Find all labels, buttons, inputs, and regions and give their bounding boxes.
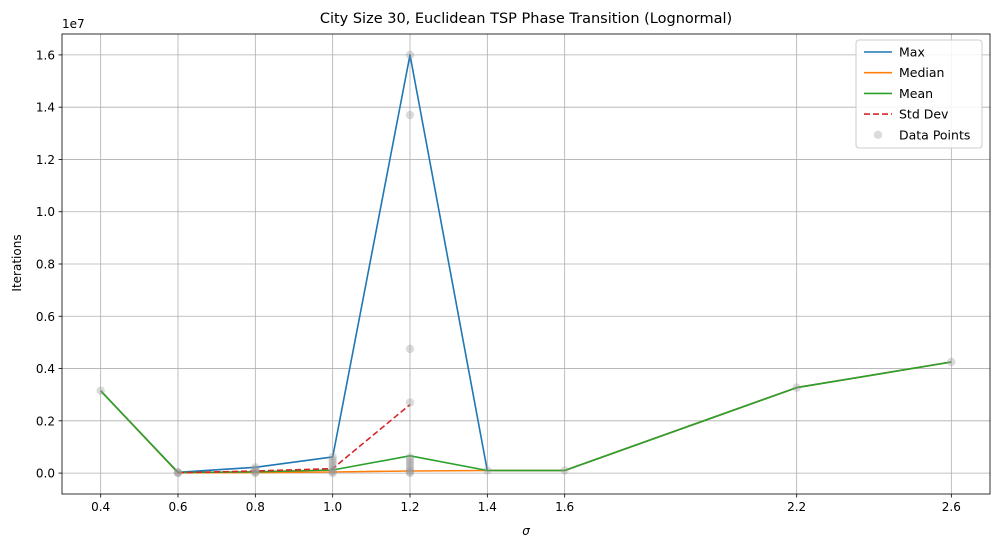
data-point (405, 50, 415, 60)
data-point (251, 466, 260, 476)
legend: Max Median Mean Std Dev Data Points (855, 39, 983, 149)
data-point (173, 468, 183, 477)
data-point (405, 463, 415, 473)
y-tick-label: 0.8 (36, 258, 55, 272)
legend-label: Mean (899, 86, 933, 101)
x-tick-label: 1.0 (323, 500, 342, 514)
x-tick-label: 0.8 (246, 500, 265, 514)
data-point (405, 344, 415, 354)
data-point (251, 468, 260, 477)
x-tick-label: 1.6 (555, 500, 574, 514)
legend-label: Data Points (899, 127, 970, 142)
y-tick-label: 0.0 (36, 467, 55, 481)
data-point (405, 110, 415, 120)
data-point (405, 466, 415, 475)
data-point (947, 357, 956, 367)
data-point (405, 455, 415, 465)
data-point (328, 466, 337, 475)
x-tick-label: 1.2 (400, 500, 419, 514)
grid (62, 34, 990, 494)
scatter-layer (96, 50, 956, 478)
data-point (173, 468, 183, 477)
legend-box (855, 39, 983, 149)
x-tick-label: 0.4 (91, 500, 110, 514)
x-tick-label: 0.6 (168, 500, 187, 514)
data-point (328, 458, 337, 467)
y-multiplier-label: 1e7 (62, 17, 85, 31)
legend-label: Median (899, 65, 944, 80)
data-point (328, 455, 337, 465)
y-tick-label: 1.4 (36, 101, 55, 115)
y-tick-label: 0.2 (36, 414, 55, 428)
series-line-std-dev (177, 403, 411, 474)
data-point (96, 386, 105, 395)
data-point (328, 467, 337, 476)
x-tick-label: 2.6 (942, 500, 961, 514)
data-point (328, 468, 337, 478)
data-point (405, 453, 415, 462)
series-line-mean (100, 361, 952, 474)
legend-label: Std Dev (899, 107, 949, 122)
y-tick-label: 0.4 (36, 362, 55, 376)
y-tick-label: 1.6 (36, 48, 55, 62)
data-point (251, 464, 260, 474)
legend-swatch (873, 130, 883, 139)
data-point (173, 468, 183, 478)
data-point (328, 461, 337, 470)
y-tick-label: 1.0 (36, 205, 55, 219)
chart-title: City Size 30, Euclidean TSP Phase Transi… (320, 11, 732, 27)
data-point (405, 467, 415, 476)
x-tick-label: 1.4 (478, 500, 497, 514)
data-point (405, 398, 415, 407)
data-point (405, 461, 415, 470)
data-point (792, 383, 801, 392)
y-axis-label: Iterations (10, 234, 24, 291)
y-tick-label: 1.2 (36, 153, 55, 167)
data-point (405, 458, 415, 467)
data-point (560, 466, 569, 475)
x-axis-label: σ (522, 524, 530, 538)
y-tick-label: 0.6 (36, 310, 55, 324)
data-point (251, 463, 260, 472)
y-axis: 0.0 0.2 0.4 0.6 0.8 1.0 1.2 1.4 1.6 (36, 48, 62, 481)
x-axis: 0.4 0.6 0.8 1.0 1.2 1.4 1.6 2.2 2.6 (91, 494, 961, 514)
data-point (328, 463, 337, 473)
legend-label: Max (899, 45, 925, 60)
data-point (405, 468, 415, 478)
data-point (483, 466, 492, 475)
data-point (251, 468, 260, 478)
x-tick-label: 2.2 (787, 500, 806, 514)
series-layer (100, 54, 952, 474)
data-point (328, 452, 337, 462)
